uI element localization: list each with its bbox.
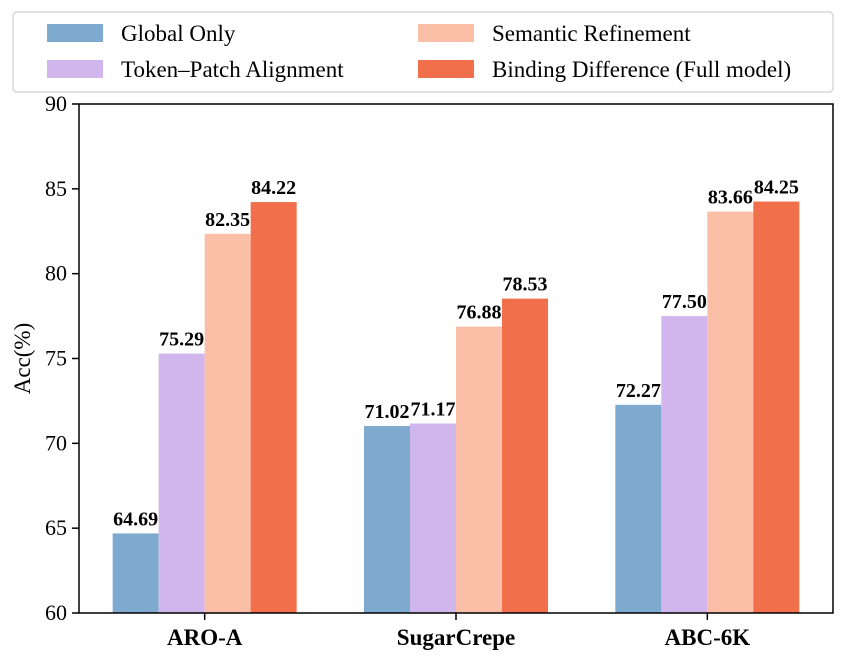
bar-abc-6k-series-2 xyxy=(707,211,754,613)
bar-aro-a-series-2 xyxy=(204,233,251,614)
bar-aro-a-series-1 xyxy=(158,353,205,613)
data-label: 72.27 xyxy=(616,380,661,402)
data-label: 83.66 xyxy=(708,187,753,209)
y-tick-label: 60 xyxy=(45,600,67,625)
legend-swatch xyxy=(47,24,103,42)
data-label: 84.25 xyxy=(754,177,799,199)
x-tick-label: SugarCrepe xyxy=(397,625,515,650)
bar-sugarcrepe-series-1 xyxy=(410,423,456,613)
x-tick-label: ABC-6K xyxy=(665,625,751,650)
bar-aro-a-series-3 xyxy=(250,202,297,614)
y-tick-label: 70 xyxy=(45,430,67,455)
data-label: 71.02 xyxy=(365,401,410,423)
bars-layer xyxy=(112,201,800,614)
bar-abc-6k-series-1 xyxy=(661,316,708,613)
legend-swatch xyxy=(47,60,103,78)
legend-label: Binding Difference (Full model) xyxy=(492,57,791,82)
y-tick-label: 90 xyxy=(45,91,67,116)
bar-aro-a-series-0 xyxy=(112,533,159,613)
bar-sugarcrepe-series-2 xyxy=(456,326,502,613)
y-tick-label: 80 xyxy=(45,261,67,286)
data-label: 76.88 xyxy=(457,302,502,324)
legend: Global Only Token–Patch Alignment Semantic… xyxy=(12,11,834,93)
legend-swatch xyxy=(418,60,474,78)
legend-swatch xyxy=(418,24,474,42)
legend-label: Global Only xyxy=(121,21,236,46)
x-tick-label: ARO-A xyxy=(167,625,243,650)
data-label: 77.50 xyxy=(662,291,707,313)
y-tick-label: 75 xyxy=(45,346,67,371)
data-label: 64.69 xyxy=(113,508,158,530)
bar-sugarcrepe-series-3 xyxy=(502,298,548,613)
legend-box xyxy=(12,11,834,93)
data-label: 84.22 xyxy=(251,177,296,199)
data-label: 78.53 xyxy=(503,274,548,296)
data-label: 75.29 xyxy=(159,329,204,351)
bar-abc-6k-series-3 xyxy=(753,201,800,613)
bar-abc-6k-series-0 xyxy=(615,404,662,613)
y-tick-label: 65 xyxy=(45,515,67,540)
data-label: 71.17 xyxy=(411,398,456,420)
y-tick-label: 85 xyxy=(45,176,67,201)
data-label: 82.35 xyxy=(205,209,250,231)
y-axis: 60 65 70 75 80 85 90 xyxy=(45,91,79,625)
bar-sugarcrepe-series-0 xyxy=(364,426,410,613)
y-axis-label: Acc(%) xyxy=(10,323,35,395)
x-axis: ARO-A SugarCrepe ABC-6K xyxy=(167,613,750,650)
legend-label: Token–Patch Alignment xyxy=(121,57,344,82)
legend-label: Semantic Refinement xyxy=(492,21,691,46)
